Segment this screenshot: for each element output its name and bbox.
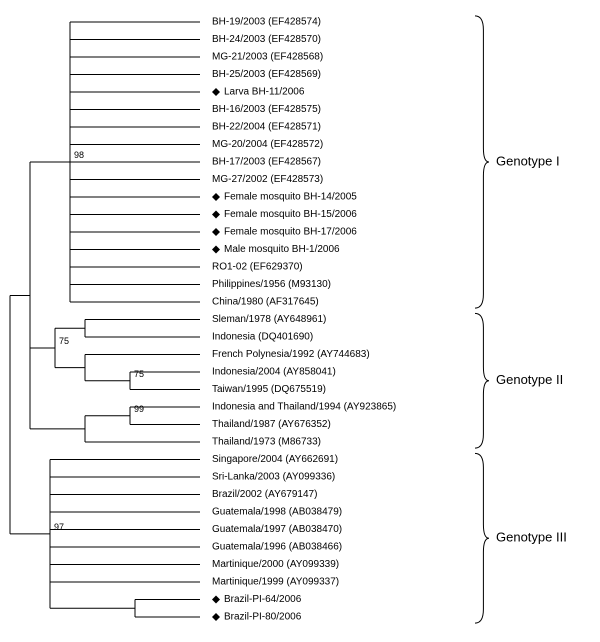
leaf-marker	[212, 246, 220, 254]
leaf-marker	[212, 193, 220, 201]
leaf-label: Sri-Lanka/2003 (AY099336)	[212, 472, 335, 483]
leaf-label: French Polynesia/1992 (AY744683)	[212, 349, 370, 360]
phylogenetic-tree: BH-19/2003 (EF428574) BH-24/2003 (EF42857…	[0, 0, 600, 642]
group-brace	[475, 453, 489, 623]
leaf-label: Guatemala/1996 (AB038466)	[212, 542, 342, 553]
support-label: 75	[59, 336, 69, 346]
support-label: 75	[134, 369, 144, 379]
group-label: Genotype I	[496, 153, 560, 168]
leaf-label: Brazil-PI-80/2006	[224, 612, 302, 623]
leaf-label: Guatemala/1998 (AB038479)	[212, 507, 342, 518]
leaf-label: MG-27/2002 (EF428573)	[212, 174, 323, 185]
leaf-label: Larva BH-11/2006	[224, 87, 305, 98]
leaf-label: Thailand/1973 (M86733)	[212, 437, 321, 448]
group-brace	[475, 313, 489, 448]
leaf-marker	[212, 596, 220, 604]
leaf-label: MG-20/2004 (EF428572)	[212, 139, 323, 150]
leaf-label: BH-19/2003 (EF428574)	[212, 17, 321, 28]
leaf-label: Thailand/1987 (AY676352)	[212, 419, 331, 430]
leaf-label: China/1980 (AF317645)	[212, 297, 319, 308]
support-label: 99	[134, 404, 144, 414]
support-label: 97	[54, 522, 64, 532]
group-brace	[475, 16, 489, 308]
leaf-label: Taiwan/1995 (DQ675519)	[212, 384, 326, 395]
leaf-marker	[212, 211, 220, 219]
leaf-label: Indonesia/2004 (AY858041)	[212, 367, 336, 378]
leaf-label: Martinique/1999 (AY099337)	[212, 577, 339, 588]
leaf-label: Brazil/2002 (AY679147)	[212, 489, 317, 500]
leaf-label: Martinique/2000 (AY099339)	[212, 559, 339, 570]
leaf-label: BH-24/2003 (EF428570)	[212, 34, 321, 45]
leaf-label: BH-16/2003 (EF428575)	[212, 104, 321, 115]
leaf-label: Female mosquito BH-14/2005	[224, 192, 357, 203]
leaf-label: BH-22/2004 (EF428571)	[212, 122, 321, 133]
leaf-label: RO1-02 (EF629370)	[212, 262, 303, 273]
leaf-label: BH-25/2003 (EF428569)	[212, 69, 321, 80]
leaf-label: Female mosquito BH-15/2006	[224, 209, 357, 220]
leaf-label: Female mosquito BH-17/2006	[224, 227, 357, 238]
leaf-label: Indonesia (DQ401690)	[212, 332, 313, 343]
leaf-marker	[212, 228, 220, 236]
leaf-label: Sleman/1978 (AY648961)	[212, 314, 326, 325]
leaf-label: BH-17/2003 (EF428567)	[212, 157, 321, 168]
group-label: Genotype II	[496, 372, 563, 387]
leaf-marker	[212, 613, 220, 621]
leaf-label: Indonesia and Thailand/1994 (AY923865)	[212, 402, 396, 413]
leaf-label: Brazil-PI-64/2006	[224, 594, 302, 605]
leaf-label: MG-21/2003 (EF428568)	[212, 52, 323, 63]
leaf-label: Guatemala/1997 (AB038470)	[212, 524, 342, 535]
group-label: Genotype III	[496, 530, 567, 545]
leaf-label: Singapore/2004 (AY662691)	[212, 454, 338, 465]
support-label: 98	[74, 150, 84, 160]
leaf-label: Philippines/1956 (M93130)	[212, 279, 331, 290]
leaf-label: Male mosquito BH-1/2006	[224, 244, 340, 255]
leaf-marker	[212, 88, 220, 96]
